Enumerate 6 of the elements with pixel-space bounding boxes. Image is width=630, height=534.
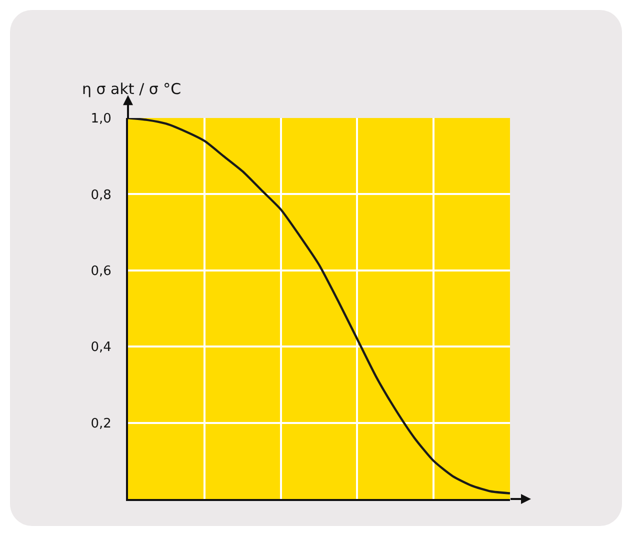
y-tick-label: 0,2 xyxy=(90,416,112,432)
y-tick-label: 1,0 xyxy=(90,112,112,127)
y-tick-label: 0,8 xyxy=(90,188,112,203)
y-tick-label: 0,4 xyxy=(90,340,112,356)
y-axis-title: η σ akt / σ °C xyxy=(82,80,182,98)
y-tick-label: 0,6 xyxy=(90,264,112,279)
